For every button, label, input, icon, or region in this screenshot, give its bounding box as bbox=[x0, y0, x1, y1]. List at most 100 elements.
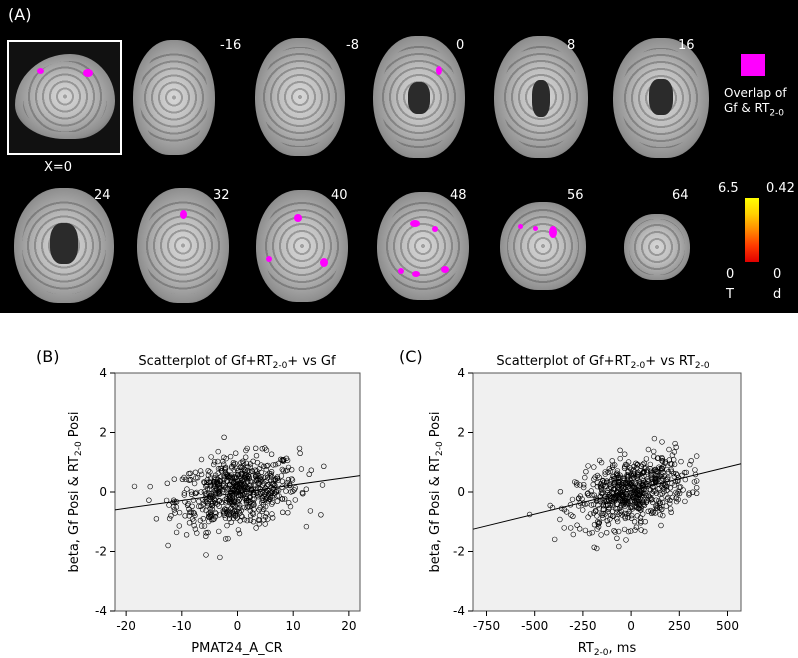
scatter-point bbox=[626, 479, 633, 486]
y-tick-label: 2 bbox=[99, 426, 107, 440]
scatter-point bbox=[622, 451, 628, 457]
scatter-point bbox=[640, 480, 646, 486]
scatter-point bbox=[635, 472, 642, 478]
y-tick-label: -2 bbox=[453, 545, 465, 559]
scatter-point bbox=[256, 517, 263, 523]
panel-a-label: (A) bbox=[8, 5, 32, 24]
scatter-point bbox=[612, 529, 618, 535]
scatter-point bbox=[190, 497, 197, 503]
scatter-point bbox=[667, 497, 673, 504]
scatter-point bbox=[229, 485, 236, 492]
scatter-point bbox=[602, 469, 608, 475]
scatter-point bbox=[183, 476, 189, 483]
scatter-point bbox=[270, 462, 276, 468]
overlap-legend-line2: Gf & RT2-0 bbox=[724, 101, 785, 119]
scatter-point bbox=[253, 490, 260, 496]
scatter-point bbox=[232, 482, 239, 489]
scatter-point bbox=[131, 483, 138, 490]
scatter-point bbox=[610, 486, 617, 493]
scatter-point bbox=[250, 489, 257, 496]
scatter-point bbox=[645, 446, 652, 453]
y-tick-label: 0 bbox=[99, 485, 107, 499]
scatter-point bbox=[620, 480, 626, 486]
scatter-point bbox=[278, 473, 285, 479]
scatter-point bbox=[628, 528, 634, 534]
scatter-point bbox=[636, 505, 642, 512]
scatter-point bbox=[626, 494, 633, 500]
scatter-point bbox=[284, 467, 290, 474]
scatter-point bbox=[676, 484, 682, 490]
scatter-point bbox=[617, 510, 623, 516]
scatter-point bbox=[247, 464, 254, 470]
scatter-point bbox=[270, 515, 276, 521]
scatter-point bbox=[591, 544, 597, 551]
scatter-point bbox=[599, 491, 605, 497]
scatter-point bbox=[244, 468, 251, 474]
scatter-point bbox=[588, 488, 594, 494]
scatter-point bbox=[598, 485, 604, 492]
scatter-point bbox=[244, 517, 250, 524]
scatter-point bbox=[640, 511, 646, 517]
scatter-point bbox=[224, 522, 230, 529]
scatter-point bbox=[211, 516, 217, 522]
colorbar bbox=[745, 198, 759, 262]
scatter-point bbox=[648, 471, 655, 478]
scatter-point bbox=[245, 473, 251, 479]
scatter-point bbox=[691, 479, 698, 485]
y-tick-label: -4 bbox=[95, 604, 107, 618]
scatter-point bbox=[628, 493, 634, 499]
scatter-point bbox=[591, 476, 597, 482]
scatter-point bbox=[165, 542, 171, 549]
scatter-point bbox=[244, 498, 250, 504]
scatter-point bbox=[636, 499, 643, 505]
y-tick-label: -4 bbox=[453, 604, 465, 618]
scatter-point bbox=[574, 482, 580, 488]
x-tick-label: 500 bbox=[716, 619, 739, 633]
scatter-point bbox=[623, 537, 629, 543]
axial-slice bbox=[500, 202, 586, 290]
scatter-point bbox=[616, 543, 622, 550]
scatter-point bbox=[269, 511, 275, 517]
scatter-point bbox=[236, 530, 243, 537]
scatter-point bbox=[672, 440, 678, 447]
overlap-blob bbox=[266, 256, 272, 262]
scatter-point bbox=[222, 536, 229, 542]
scatter-point bbox=[615, 518, 621, 525]
scatter-point bbox=[641, 468, 647, 475]
scatter-point bbox=[197, 468, 204, 474]
scatter-point bbox=[659, 457, 665, 464]
scatter-point bbox=[624, 496, 630, 502]
scatter-point bbox=[675, 474, 682, 481]
scatter-point bbox=[692, 467, 698, 473]
scatter-point bbox=[265, 516, 271, 522]
scatter-point bbox=[642, 519, 648, 525]
scatter-point bbox=[665, 474, 671, 481]
scatter-point bbox=[614, 472, 621, 479]
scatter-point bbox=[625, 469, 631, 475]
scatter-point bbox=[634, 473, 640, 480]
axial-slice bbox=[256, 190, 348, 302]
scatter-point bbox=[638, 527, 644, 533]
scatter-point bbox=[245, 484, 251, 491]
scatter-point bbox=[280, 509, 286, 516]
scatter-point bbox=[581, 484, 587, 491]
slice-number: 40 bbox=[331, 188, 348, 203]
scatter-point bbox=[645, 492, 652, 499]
scatter-point bbox=[607, 491, 613, 497]
scatter-point bbox=[207, 469, 213, 475]
scatter-point bbox=[194, 530, 200, 536]
scatter-point bbox=[213, 479, 220, 485]
scatter-point bbox=[686, 490, 692, 496]
scatter-point bbox=[262, 474, 268, 481]
scatter-point bbox=[661, 486, 667, 492]
scatter-point bbox=[201, 501, 207, 507]
scatter-point bbox=[170, 504, 177, 510]
scatter-point bbox=[588, 502, 595, 508]
scatter-point bbox=[653, 477, 659, 483]
scatter-point bbox=[671, 449, 677, 455]
scatter-point bbox=[671, 482, 678, 488]
scatter-point bbox=[263, 503, 269, 510]
scatter-point bbox=[184, 486, 190, 492]
scatter-point bbox=[266, 491, 272, 497]
scatter-point bbox=[220, 458, 226, 465]
